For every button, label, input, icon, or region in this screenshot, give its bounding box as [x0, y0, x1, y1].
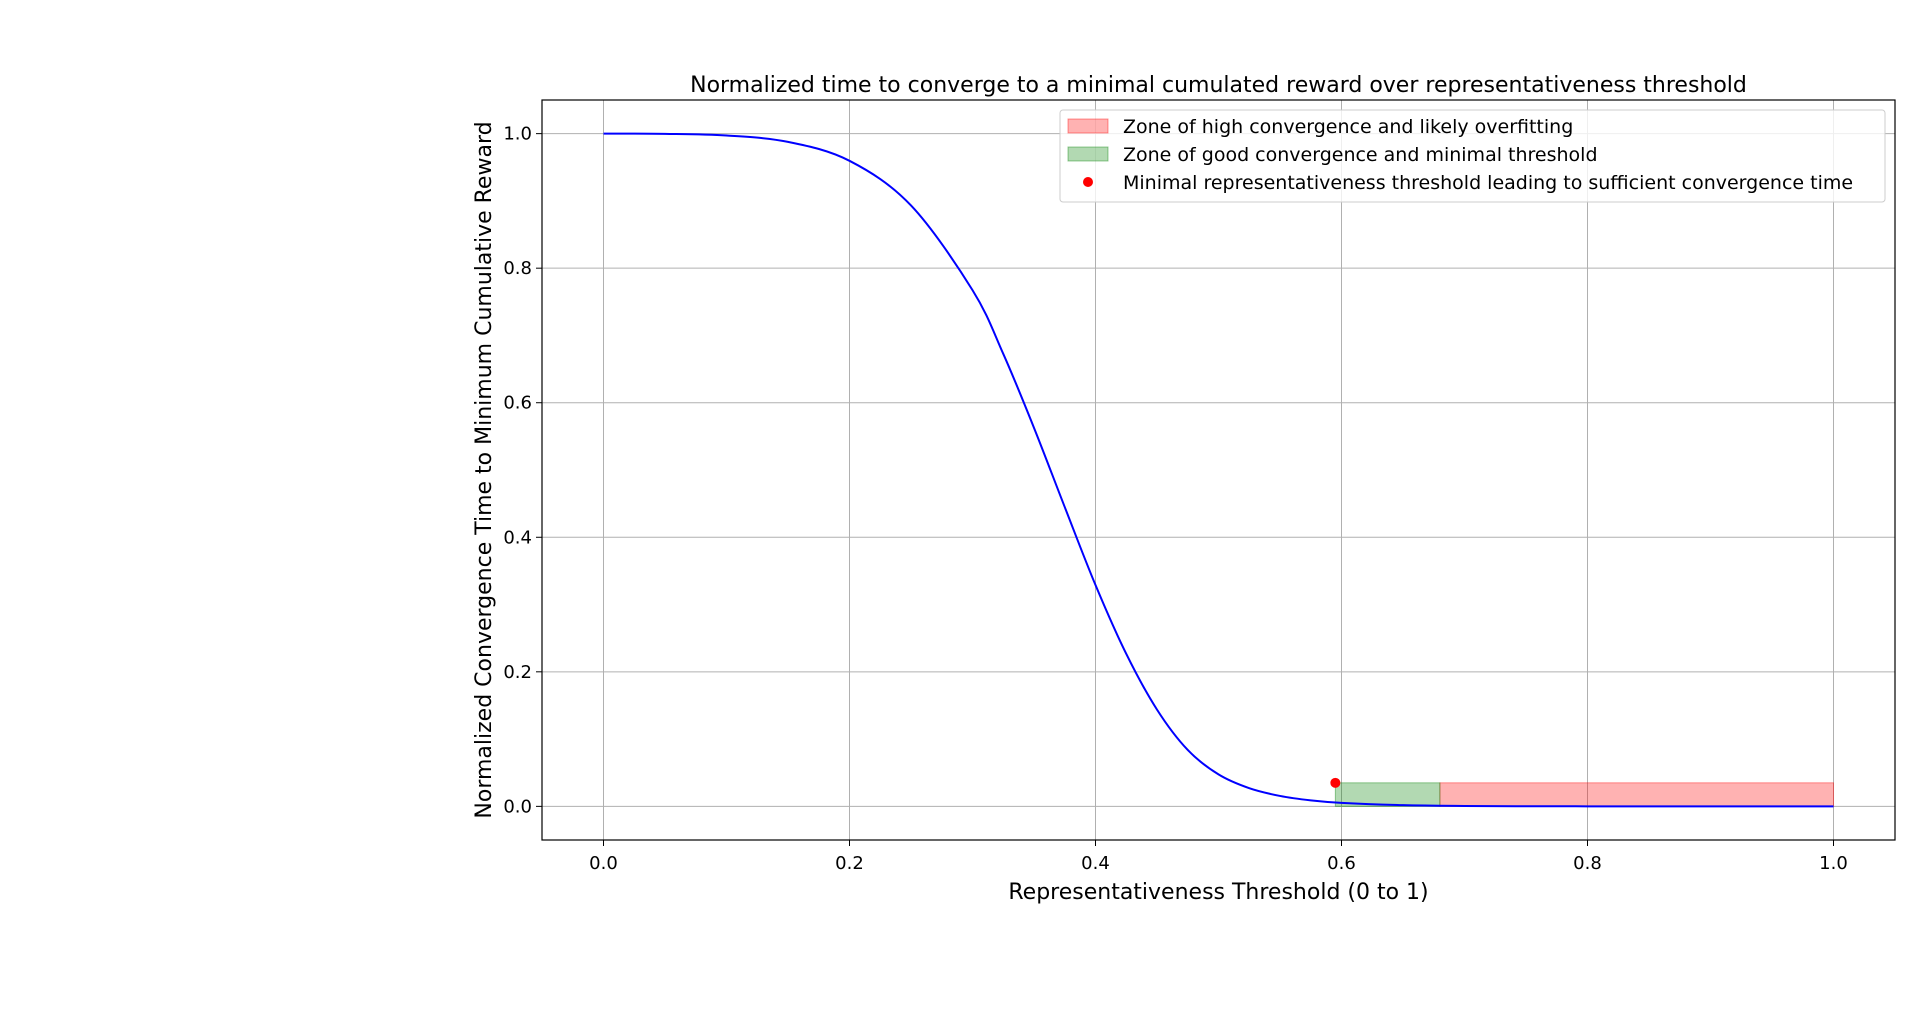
legend: Zone of high convergence and likely over…: [1059, 109, 1886, 203]
y-tick-label-0: 0.0: [503, 796, 532, 817]
zones: [1334, 782, 1835, 807]
legend-label-good-zone: Zone of good convergence and minimal thr…: [1123, 144, 1598, 166]
legend-box: [1059, 109, 1886, 203]
plot-frame: [541, 99, 1896, 841]
x-tick-label-2: 0.4: [1081, 853, 1110, 874]
legend-swatch-overfitting-zone: [1067, 118, 1109, 134]
series-line-0: [603, 132, 1834, 808]
y-tick-label-5: 1.0: [503, 124, 532, 145]
legend-label-threshold-marker: Minimal representativeness threshold lea…: [1123, 172, 1853, 194]
x-axis-ticks: 0.0 0.2 0.4 0.6 0.8 1.0: [589, 840, 1848, 874]
x-tick-label-5: 1.0: [1819, 853, 1848, 874]
legend-swatch-threshold-marker: [1083, 177, 1093, 187]
x-tick-label-1: 0.2: [835, 853, 864, 874]
x-tick-label-4: 0.8: [1573, 853, 1602, 874]
markers: [1330, 777, 1341, 788]
zone-1: [1334, 782, 1441, 807]
x-tick-label-3: 0.6: [1327, 853, 1356, 874]
legend-label-overfitting-zone: Zone of high convergence and likely over…: [1123, 116, 1573, 138]
x-tick-label-0: 0.0: [589, 853, 618, 874]
y-tick-label-1: 0.2: [503, 662, 532, 683]
legend-swatch-good-zone: [1067, 146, 1109, 162]
chart-title: Normalized time to converge to a minimal…: [690, 73, 1747, 98]
threshold-marker-0: [1330, 777, 1341, 788]
x-axis-label: Representativeness Threshold (0 to 1): [1008, 880, 1428, 905]
y-axis-ticks: 0.0 0.2 0.4 0.6 0.8 1.0: [503, 124, 542, 817]
series: [603, 132, 1834, 808]
y-tick-label-4: 0.8: [503, 258, 532, 279]
zone-0: [1439, 782, 1835, 807]
y-tick-label-3: 0.6: [503, 393, 532, 414]
y-tick-label-2: 0.4: [503, 527, 532, 548]
y-axis-label: Normalized Convergence Time to Minimum C…: [472, 121, 497, 818]
